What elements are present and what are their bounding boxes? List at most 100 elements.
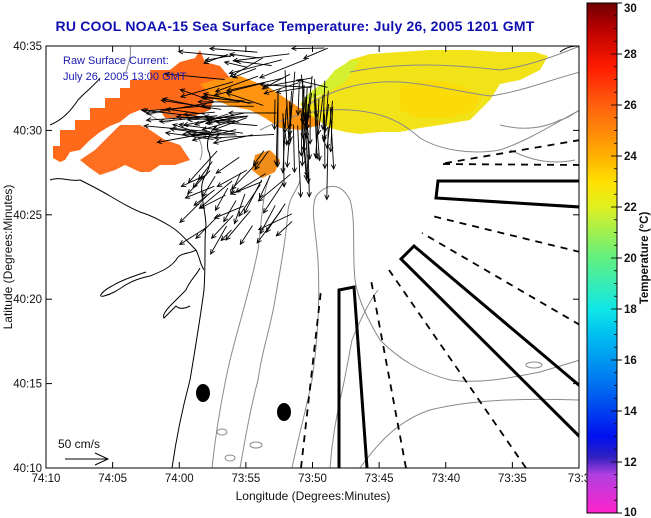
- current-vector: [213, 82, 264, 97]
- current-vector: [186, 170, 211, 195]
- colorbar-title: Temperature (°C): [639, 212, 651, 305]
- current-vector: [291, 124, 297, 174]
- current-vector: [275, 221, 293, 237]
- coastline-inlet: [163, 267, 201, 319]
- current-vector: [239, 225, 253, 246]
- colorbar: 10 12 14 16 18 20 22 24 26 28 30 Temperature (°C): [586, 2, 651, 518]
- current-vector: [273, 91, 279, 167]
- current-vector: [215, 156, 240, 174]
- current-vector: [202, 92, 251, 104]
- colorbar-tick-label: 14: [624, 406, 637, 418]
- contour-ring: [249, 441, 263, 449]
- buoy-marker-2[interactable]: [277, 403, 291, 421]
- current-vector: [216, 169, 248, 187]
- inset-text-line1: Raw Surface Current:: [63, 55, 169, 67]
- current-vector: [307, 109, 313, 145]
- dashed-boundary: [439, 163, 579, 166]
- current-vector: [184, 185, 215, 199]
- current-vector: [212, 134, 253, 145]
- current-vector: [300, 110, 309, 181]
- current-vector: [243, 179, 263, 215]
- current-vector: [304, 92, 313, 131]
- current-vector: [263, 82, 299, 95]
- current-vector: [142, 105, 202, 114]
- current-vector: [180, 174, 207, 187]
- current-vector: [265, 203, 286, 234]
- x-tick-label: 73:3: [568, 473, 590, 485]
- coastline-ne: [559, 46, 579, 53]
- current-vector: [156, 130, 222, 145]
- current-vector: [203, 114, 240, 123]
- current-vector: [199, 194, 226, 209]
- dashed-boundary: [431, 215, 579, 253]
- coastline: [49, 46, 579, 468]
- buoy-marker-1[interactable]: [196, 384, 210, 402]
- current-vector: [208, 46, 258, 53]
- current-vector: [228, 59, 282, 75]
- sst-patch-northwest-lower: [80, 125, 190, 175]
- current-vector: [275, 85, 313, 95]
- sst-layer: [53, 50, 548, 178]
- current-vector: [313, 99, 320, 159]
- sst-patch-northwest: [53, 50, 230, 162]
- lane-southeast: [398, 243, 579, 439]
- current-vector: [179, 194, 208, 224]
- colorbar-tick-label: 18: [624, 304, 637, 316]
- x-tick-label: 73:40: [431, 473, 460, 485]
- shipping-lanes: [337, 179, 579, 468]
- current-vector: [178, 122, 244, 134]
- current-vector: [258, 58, 307, 79]
- contour-ring: [224, 454, 236, 462]
- lane-east: [434, 179, 579, 209]
- colorbar-tick-label: 24: [624, 151, 637, 163]
- current-vector: [160, 98, 222, 110]
- current-vector: [198, 161, 213, 181]
- current-vector: [223, 60, 248, 68]
- current-vector: [321, 106, 327, 141]
- current-vector: [187, 150, 218, 184]
- current-vector: [210, 215, 234, 240]
- x-tick-label: 73:50: [298, 473, 327, 485]
- contour-line: [359, 398, 579, 468]
- current-vector: [179, 81, 234, 99]
- current-vector: [225, 91, 264, 106]
- dashed-boundary: [388, 269, 527, 468]
- current-vector: [302, 47, 328, 60]
- current-vector: [197, 99, 240, 105]
- coastline-river: [100, 249, 197, 297]
- contour-line: [125, 46, 131, 73]
- current-vector: [234, 173, 266, 193]
- x-tick-label: 74:10: [32, 473, 61, 485]
- x-tick-label: 74:05: [98, 473, 127, 485]
- contour-ring: [525, 361, 543, 369]
- current-vector: [215, 187, 229, 212]
- current-vector: [324, 126, 330, 201]
- inset-text-line2: July 26, 2005 13:00 GMT: [63, 71, 187, 83]
- contour-line: [211, 174, 271, 468]
- current-vector: [261, 73, 291, 90]
- current-vector: [195, 213, 221, 240]
- current-vector: [202, 176, 216, 198]
- dashed-boundary: [300, 289, 322, 468]
- current-vector: [198, 180, 233, 209]
- y-tick-label: 40:30: [13, 125, 42, 137]
- colorbar-ticks: 10 12 14 16 18 20 22 24 26 28 30: [611, 2, 637, 518]
- dashed-boundary: [439, 139, 579, 165]
- current-vector: [252, 150, 265, 167]
- contour-line: [291, 185, 579, 468]
- current-vector: [230, 161, 259, 190]
- current-vector: [223, 200, 237, 223]
- current-vector: [272, 99, 278, 131]
- current-vector: [143, 123, 211, 133]
- current-vector: [164, 71, 225, 80]
- x-tick-label: 73:55: [231, 473, 260, 485]
- scale-arrow: 50 cm/s: [58, 437, 110, 466]
- current-vector: [225, 210, 251, 241]
- surface-current-vectors: [140, 46, 337, 255]
- current-vector: [215, 119, 258, 127]
- current-vector: [257, 173, 291, 202]
- y-axis-title: Latitude (Degrees:Minutes): [1, 185, 15, 330]
- coastline-main: [171, 125, 217, 468]
- bathymetry-contours: [125, 46, 579, 468]
- current-vector: [220, 229, 232, 242]
